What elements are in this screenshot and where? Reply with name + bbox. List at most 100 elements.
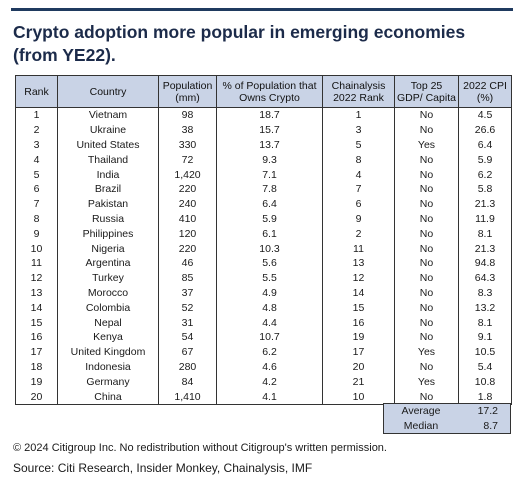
cell-top25-gdp: No (394, 226, 459, 242)
cell-chainalysis-rank: 16 (322, 315, 395, 330)
cell-chainalysis-rank: 3 (322, 122, 395, 138)
cell-country: Ukraine (57, 122, 159, 138)
cell-top25-gdp: No (394, 255, 459, 271)
cell-population: 54 (158, 329, 217, 345)
cell-top25-gdp: No (394, 315, 459, 330)
cell-cpi: 21.3 (458, 241, 512, 256)
cell-chainalysis-rank: 2 (322, 226, 395, 242)
cell-top25-gdp: No (394, 196, 459, 212)
table-row: 17 United Kingdom 67 6.2 17 Yes 10.5 (15, 344, 512, 360)
cell-population: 72 (158, 152, 217, 168)
cell-top25-gdp: Yes (394, 137, 459, 153)
cell-chainalysis-rank: 21 (322, 374, 395, 390)
cell-country: Turkey (57, 270, 159, 286)
cell-crypto-pct: 4.8 (216, 300, 323, 316)
cell-country: Vietnam (57, 107, 159, 123)
average-label: Average (401, 405, 441, 418)
cell-population: 220 (158, 181, 217, 197)
cell-population: 85 (158, 270, 217, 286)
cell-rank: 1 (15, 107, 58, 123)
cell-country: Russia (57, 211, 159, 227)
table-row: 2 Ukraine 38 15.7 3 No 26.6 (15, 122, 512, 138)
cell-rank: 9 (15, 226, 58, 242)
cell-crypto-pct: 5.6 (216, 255, 323, 271)
cell-chainalysis-rank: 5 (322, 137, 395, 153)
cell-top25-gdp: No (394, 285, 459, 301)
cell-population: 38 (158, 122, 217, 138)
cell-chainalysis-rank: 15 (322, 300, 395, 316)
table-row: 7 Pakistan 240 6.4 6 No 21.3 (15, 196, 512, 212)
header-rank: Rank (15, 75, 58, 108)
cell-population: 1,410 (158, 389, 217, 405)
table-row: 4 Thailand 72 9.3 8 No 5.9 (15, 152, 512, 168)
cell-chainalysis-rank: 4 (322, 167, 395, 182)
cell-rank: 16 (15, 329, 58, 345)
cell-crypto-pct: 9.3 (216, 152, 323, 168)
median-row: Median 8.7 (384, 419, 511, 434)
cell-rank: 10 (15, 241, 58, 256)
cell-cpi: 8.1 (458, 226, 512, 242)
cell-cpi: 6.4 (458, 137, 512, 153)
header-population: Population (mm) (158, 75, 217, 108)
cell-cpi: 64.3 (458, 270, 512, 286)
table-row: 11 Argentina 46 5.6 13 No 94.8 (15, 255, 512, 271)
cell-top25-gdp: No (394, 107, 459, 123)
cell-population: 120 (158, 226, 217, 242)
cell-chainalysis-rank: 17 (322, 344, 395, 360)
header-chainalysis-rank: Chainalysis 2022 Rank (322, 75, 395, 108)
cell-chainalysis-rank: 6 (322, 196, 395, 212)
cell-rank: 8 (15, 211, 58, 227)
table-row: 5 India 1,420 7.1 4 No 6.2 (15, 167, 512, 182)
cell-rank: 6 (15, 181, 58, 197)
table-row: 13 Morocco 37 4.9 14 No 8.3 (15, 285, 512, 301)
crypto-adoption-table: Rank Country Population (mm) % of Popula… (15, 75, 512, 405)
copyright-notice: © 2024 Citigroup Inc. No redistribution … (13, 442, 387, 454)
cell-crypto-pct: 4.6 (216, 359, 323, 375)
cell-country: Nepal (57, 315, 159, 330)
cell-country: Indonesia (57, 359, 159, 375)
cell-crypto-pct: 4.1 (216, 389, 323, 405)
header-country: Country (57, 75, 159, 108)
cell-population: 46 (158, 255, 217, 271)
average-value: 17.2 (477, 405, 498, 418)
table-row: 1 Vietnam 98 18.7 1 No 4.5 (15, 107, 512, 123)
cell-rank: 7 (15, 196, 58, 212)
cell-country: Pakistan (57, 196, 159, 212)
table-row: 19 Germany 84 4.2 21 Yes 10.8 (15, 374, 512, 390)
cell-country: Brazil (57, 181, 159, 197)
cell-cpi: 6.2 (458, 167, 512, 182)
cell-cpi: 9.1 (458, 329, 512, 345)
cell-cpi: 10.5 (458, 344, 512, 360)
cell-country: Nigeria (57, 241, 159, 256)
cell-top25-gdp: Yes (394, 374, 459, 390)
cell-top25-gdp: No (394, 181, 459, 197)
table-row: 6 Brazil 220 7.8 7 No 5.8 (15, 181, 512, 197)
cell-rank: 11 (15, 255, 58, 271)
cell-crypto-pct: 4.4 (216, 315, 323, 330)
cell-cpi: 5.9 (458, 152, 512, 168)
cell-population: 37 (158, 285, 217, 301)
cell-country: Thailand (57, 152, 159, 168)
top-rule (11, 8, 513, 11)
cell-cpi: 10.8 (458, 374, 512, 390)
cell-crypto-pct: 7.1 (216, 167, 323, 182)
cell-rank: 3 (15, 137, 58, 153)
table-row: 3 United States 330 13.7 5 Yes 6.4 (15, 137, 512, 153)
cell-cpi: 21.3 (458, 196, 512, 212)
table-body: 1 Vietnam 98 18.7 1 No 4.5 2 Ukraine 38 15.7 3 No 26.… (15, 107, 512, 405)
cell-country: Morocco (57, 285, 159, 301)
cell-population: 410 (158, 211, 217, 227)
cell-crypto-pct: 5.5 (216, 270, 323, 286)
header-cpi: 2022 CPI (%) (458, 75, 512, 108)
cell-top25-gdp: Yes (394, 344, 459, 360)
cell-rank: 19 (15, 374, 58, 390)
cell-population: 330 (158, 137, 217, 153)
cell-rank: 13 (15, 285, 58, 301)
cell-top25-gdp: No (394, 300, 459, 316)
cell-top25-gdp: No (394, 359, 459, 375)
cell-country: United States (57, 137, 159, 153)
cell-crypto-pct: 13.7 (216, 137, 323, 153)
cell-population: 1,420 (158, 167, 217, 182)
cell-chainalysis-rank: 11 (322, 241, 395, 256)
cell-chainalysis-rank: 7 (322, 181, 395, 197)
